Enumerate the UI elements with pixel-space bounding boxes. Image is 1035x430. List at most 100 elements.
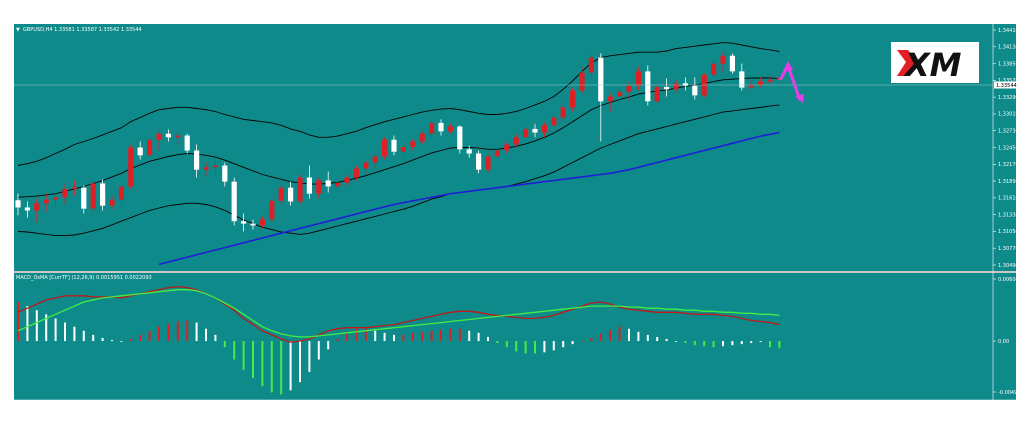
macd-hist-bar xyxy=(346,332,348,342)
macd-hist-bar xyxy=(562,341,565,348)
candle xyxy=(692,77,698,100)
macd-hist-bar xyxy=(233,341,236,360)
macd-hist-bar xyxy=(289,341,292,391)
candle xyxy=(15,193,21,216)
candle-body xyxy=(551,117,557,126)
candle-body xyxy=(626,85,632,92)
current-price-label: 1.33544 xyxy=(996,83,1017,89)
candle-body xyxy=(382,139,388,157)
macd-hist-bar xyxy=(656,336,659,342)
candle xyxy=(635,66,641,91)
macd-hist-bar xyxy=(129,338,132,342)
macd-hist-bar xyxy=(45,314,48,342)
candle xyxy=(758,77,764,88)
candle xyxy=(297,174,303,205)
time-tick-label: 16 Nov 16:00 xyxy=(360,402,394,408)
macd-hist-bar xyxy=(421,331,424,342)
candle xyxy=(165,129,171,142)
candle xyxy=(335,179,341,192)
macd-hist-bar xyxy=(402,334,405,342)
time-tick-label: 20 Nov 16:00 xyxy=(572,402,606,408)
price-tick-label: 1.34130 xyxy=(998,45,1019,51)
time-tick-label: 18 Nov 16:00 xyxy=(466,402,500,408)
candle xyxy=(504,141,510,154)
candle-body xyxy=(400,146,406,152)
candle-body xyxy=(579,72,585,91)
time-tick-label: 13 Nov 16:00 xyxy=(307,402,341,408)
macd-hist-bar xyxy=(82,330,85,342)
candle-body xyxy=(438,122,444,132)
candle-body xyxy=(617,91,623,97)
macd-histogram xyxy=(17,302,781,395)
candle xyxy=(71,180,77,196)
candle xyxy=(222,162,228,187)
candle-body xyxy=(269,200,275,220)
candle xyxy=(353,165,359,181)
macd-hist-bar xyxy=(101,337,104,342)
macd-lines xyxy=(17,285,780,343)
time-tick-label: 23 Nov 16:00 xyxy=(625,402,659,408)
symbol-header-arrow[interactable]: ▼ xyxy=(16,27,20,33)
candle-body xyxy=(466,149,472,154)
candle xyxy=(711,57,717,79)
macd-hist-bar xyxy=(750,341,753,344)
macd-hist-bar xyxy=(167,323,170,342)
macd-hist-bar xyxy=(759,341,762,343)
bollinger-bands xyxy=(17,42,780,237)
macd-hist-bar xyxy=(769,341,771,348)
candle-body xyxy=(607,96,613,102)
candle xyxy=(34,198,40,223)
macd-hist-bar xyxy=(355,328,358,342)
bb-upper-line xyxy=(17,42,780,166)
candle xyxy=(598,53,604,142)
candle-body xyxy=(175,135,181,138)
candle xyxy=(137,141,143,160)
candle xyxy=(466,145,472,158)
candle-body xyxy=(335,182,341,187)
candle xyxy=(682,77,688,91)
candle-body xyxy=(128,147,134,187)
candle-body xyxy=(297,177,303,202)
candle-body xyxy=(15,200,21,208)
macd-hist-bar xyxy=(252,341,254,379)
macd-hist-bar xyxy=(731,341,734,346)
candle-body xyxy=(278,187,284,201)
candle xyxy=(184,133,190,154)
macd-hist-bar xyxy=(590,337,593,342)
candle xyxy=(43,193,49,212)
candle-body xyxy=(419,133,425,142)
candle-body xyxy=(711,63,717,75)
macd-hist-bar xyxy=(524,341,527,354)
candle-body xyxy=(739,71,745,88)
macd-hist-bar xyxy=(317,341,320,360)
candle xyxy=(617,89,623,104)
macd-hist-bar xyxy=(496,341,499,344)
macd-hist-bar xyxy=(571,341,574,345)
macd-hist-bar xyxy=(393,334,395,342)
candle-body xyxy=(767,79,773,82)
price-tick-label: 1.31610 xyxy=(998,196,1019,202)
candle xyxy=(269,198,275,223)
time-tick-label: 6 Nov 2020 xyxy=(15,402,44,408)
candle xyxy=(588,54,594,79)
candle xyxy=(363,159,369,175)
candle xyxy=(532,124,538,138)
candle-body xyxy=(391,139,397,152)
candle xyxy=(24,201,30,218)
time-tick-label: 6 Nov 16:00 xyxy=(42,402,73,408)
candle-body xyxy=(241,221,247,224)
candle-body xyxy=(635,71,641,86)
candle-body xyxy=(494,150,500,157)
candle-body xyxy=(165,133,171,138)
candle-body xyxy=(570,90,576,108)
macd-signal-line xyxy=(17,289,780,338)
candle-body xyxy=(588,57,594,73)
candle xyxy=(739,63,745,91)
macd-hist-bar xyxy=(609,329,612,342)
candle-body xyxy=(306,177,312,194)
macd-hist-bar xyxy=(712,341,715,348)
price-tick-label: 1.30770 xyxy=(998,246,1019,252)
price-tick-label: 1.30490 xyxy=(998,263,1019,269)
candle xyxy=(259,216,265,229)
